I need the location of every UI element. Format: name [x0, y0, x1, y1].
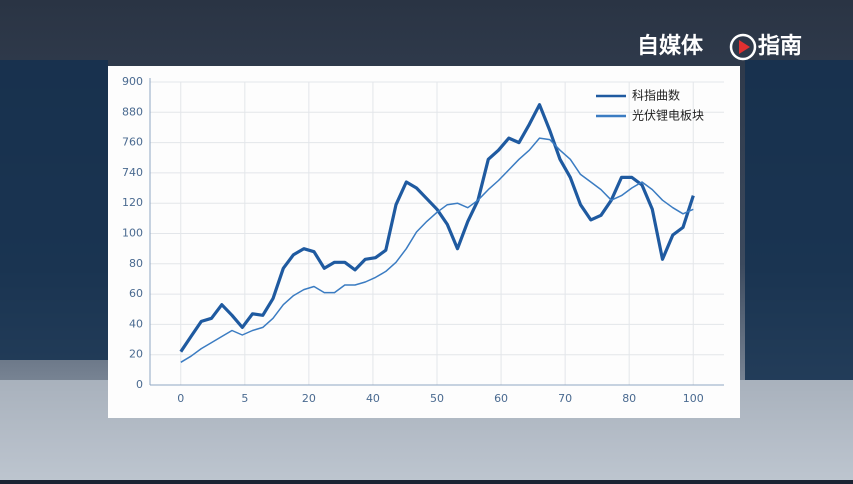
y-tick-label: 900: [122, 75, 143, 88]
line-series: [180, 137, 694, 363]
x-tick-label: 5: [241, 392, 248, 405]
right-screen: [745, 60, 853, 380]
watermark-right: 指南: [758, 34, 802, 59]
y-tick-label: 760: [122, 136, 143, 149]
y-tick-label: 740: [122, 166, 143, 179]
y-tick-label: 60: [129, 287, 143, 300]
x-tick-label: 0: [177, 392, 184, 405]
watermark-icon-ring: [729, 33, 757, 61]
x-tick-label: 40: [366, 392, 380, 405]
line-series: [179, 103, 695, 353]
x-tick-label: 80: [622, 392, 636, 405]
watermark-icon-play: [739, 40, 750, 54]
y-tick-label: 20: [129, 348, 143, 361]
y-tick-label: 100: [122, 227, 143, 240]
watermark-left: 自媒体: [637, 33, 704, 59]
y-tick-label: 40: [129, 317, 143, 330]
legend-label: 科指曲数: [632, 88, 680, 103]
y-tick-label: 0: [136, 378, 143, 391]
x-tick-label: 20: [302, 392, 316, 405]
x-tick-label: 60: [494, 392, 508, 405]
left-screen: [0, 60, 108, 360]
y-tick-label: 120: [122, 196, 143, 209]
legend-label: 光伏锂电板块: [632, 108, 704, 123]
chart-panel: [108, 66, 740, 418]
x-tick-label: 70: [558, 392, 572, 405]
x-tick-label: 100: [683, 392, 704, 405]
y-tick-label: 880: [122, 105, 143, 118]
y-tick-label: 80: [129, 257, 143, 270]
x-tick-label: 50: [430, 392, 444, 405]
